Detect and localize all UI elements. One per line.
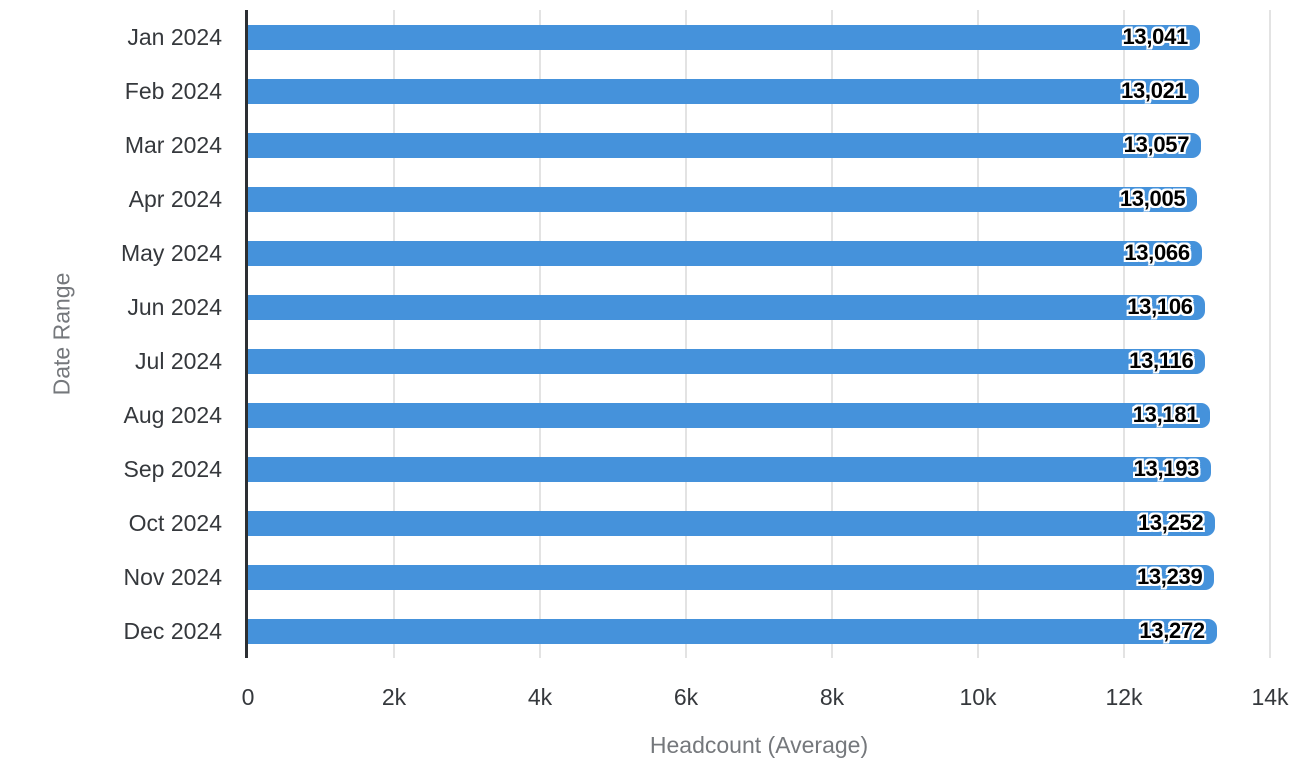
bar-value-label: 13,252: [1137, 510, 1204, 535]
x-tick-label-4k: 4k: [527, 684, 553, 710]
bar-value-label: 13,116: [1129, 348, 1194, 373]
x-tick-label-2k: 2k: [381, 684, 407, 710]
x-tick-label-12k: 12k: [1105, 684, 1143, 710]
x-tick-label-0: 0: [241, 684, 255, 710]
bar-sep-2024: 13,193: [248, 456, 1212, 482]
category-label-apr-2024: Apr 2024: [128, 186, 222, 212]
y-axis-line: [245, 10, 248, 658]
gridline-6k: [685, 10, 687, 658]
gridline-12k: [1123, 10, 1125, 658]
bar-aug-2024: 13,181: [248, 402, 1211, 428]
bar-value-label: 13,057: [1123, 132, 1190, 157]
category-label-dec-2024: Dec 2024: [123, 618, 222, 644]
x-tick-label-10k: 10k: [959, 684, 997, 710]
bar-jun-2024: 13,106: [248, 294, 1205, 320]
bar-value-label: 13,066: [1124, 240, 1190, 265]
category-label-feb-2024: Feb 2024: [124, 78, 222, 104]
bar-value-label: 13,193: [1133, 456, 1200, 481]
gridline-4k: [539, 10, 541, 658]
bar-feb-2024: 13,021: [248, 78, 1199, 104]
category-label-jul-2024: Jul 2024: [135, 348, 222, 374]
bar-dec-2024: 13,272: [248, 618, 1217, 644]
plot-area: 13,041 13,021 13,057 13,005 13,066 13,106 13,1…: [245, 10, 1271, 658]
y-axis-labels: Jan 2024 Feb 2024 Mar 2024 Apr 2024 May 2024…: [0, 10, 222, 658]
bar-oct-2024: 13,252: [248, 510, 1216, 536]
category-label-oct-2024: Oct 2024: [128, 510, 222, 536]
bar-value-label: 13,041: [1122, 24, 1188, 49]
gridline-8k: [831, 10, 833, 658]
gridline-2k: [393, 10, 395, 658]
x-tick-label-8k: 8k: [819, 684, 845, 710]
bar-value-label: 13,106: [1127, 294, 1193, 319]
bar-jan-2024: 13,041: [248, 24, 1200, 50]
x-tick-label-14k: 14k: [1251, 684, 1289, 710]
category-label-jun-2024: Jun 2024: [127, 294, 222, 320]
category-label-mar-2024: Mar 2024: [124, 132, 222, 158]
gridline-10k: [977, 10, 979, 658]
bar-apr-2024: 13,005: [248, 186, 1198, 212]
x-axis-title: Headcount (Average): [649, 732, 869, 758]
category-label-jan-2024: Jan 2024: [127, 24, 222, 50]
category-label-aug-2024: Aug 2024: [123, 402, 222, 428]
bar-value-label: 13,021: [1121, 78, 1187, 103]
gridline-14k: [1269, 10, 1271, 658]
category-label-may-2024: May 2024: [120, 240, 222, 266]
bar-nov-2024: 13,239: [248, 564, 1215, 590]
bar-mar-2024: 13,057: [248, 132, 1202, 158]
bar-value-label: 13,272: [1139, 618, 1205, 643]
bar-value-label: 13,005: [1119, 186, 1186, 211]
category-label-sep-2024: Sep 2024: [123, 456, 222, 482]
bar-value-label: 13,239: [1136, 564, 1203, 589]
x-tick-label-6k: 6k: [673, 684, 699, 710]
bar-may-2024: 13,066: [248, 240, 1202, 266]
bar-value-label: 13,181: [1132, 402, 1199, 427]
category-label-nov-2024: Nov 2024: [123, 564, 222, 590]
bar-jul-2024: 13,116: [248, 348, 1206, 374]
